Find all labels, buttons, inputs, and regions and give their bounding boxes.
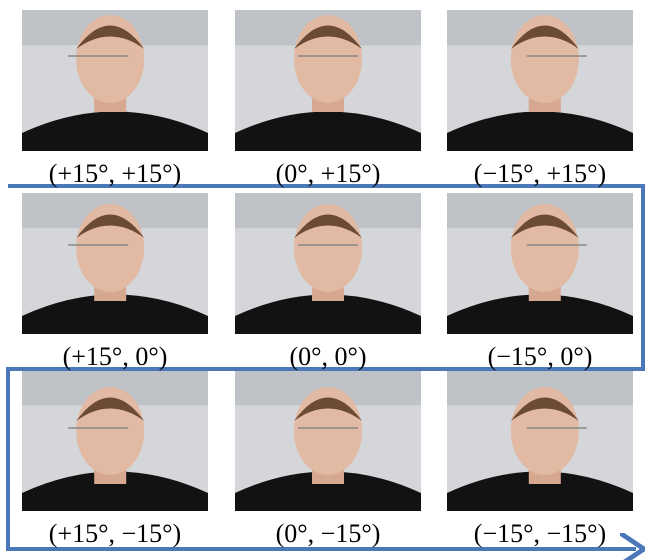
caption: (+15°, +15°) <box>49 159 181 188</box>
caption: (0°, 0°) <box>289 342 366 371</box>
photo <box>447 370 633 511</box>
photo <box>235 10 421 151</box>
photo <box>447 193 633 334</box>
caption: (−15°, +15°) <box>474 159 606 188</box>
photo <box>22 10 208 151</box>
photo <box>22 193 208 334</box>
caption: (+15°, −15°) <box>49 519 181 548</box>
caption: (0°, −15°) <box>276 519 381 548</box>
figure: (+15°, +15°) (0°, +15°) (−15°, +15°) (+15°,… <box>0 0 645 560</box>
caption: (0°, +15°) <box>276 159 381 188</box>
caption: (−15°, −15°) <box>474 519 606 548</box>
photo <box>22 370 208 511</box>
photo-grid <box>22 10 633 511</box>
photo <box>235 193 421 334</box>
caption: (+15°, 0°) <box>63 342 168 371</box>
photo <box>447 10 633 151</box>
caption: (−15°, 0°) <box>488 342 593 371</box>
photo <box>235 370 421 511</box>
